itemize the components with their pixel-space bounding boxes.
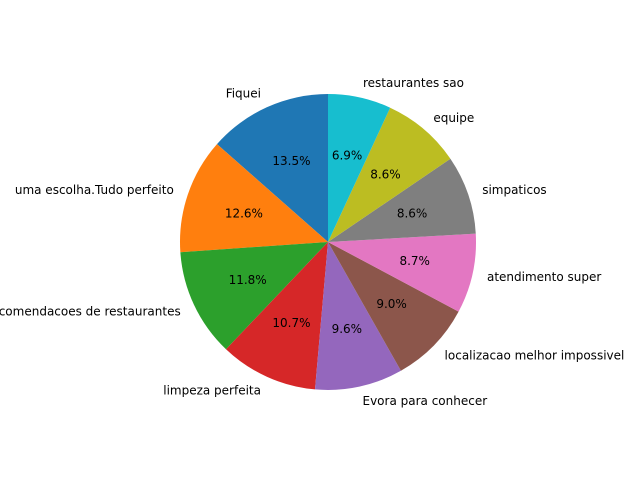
pie-category-label: equipe xyxy=(433,111,474,125)
pie-slice-10 xyxy=(328,94,391,242)
pie-category-label: localizacao melhor impossivel xyxy=(445,349,625,363)
pie-category-label: restaurantes sao xyxy=(363,76,464,90)
pie-pct-label: 6.9% xyxy=(332,148,363,162)
pie-pct-label: 11.8% xyxy=(229,273,267,287)
pie-pct-label: 8.7% xyxy=(399,254,430,268)
pie-slice-3 xyxy=(180,242,328,350)
pie-pct-label: 12.6% xyxy=(225,207,263,221)
pie-category-label: Fiquei xyxy=(226,87,261,101)
pie-pct-label: 8.6% xyxy=(397,207,428,221)
pie-pct-label: 8.6% xyxy=(370,167,401,181)
pie-labels: 13.5% Fiquei 12.6% uma escolha.Tudo perfeit… xyxy=(0,76,624,408)
pie-category-label: uma escolha.Tudo perfeito xyxy=(15,183,174,197)
pie-category-label: atendimento super xyxy=(487,270,601,284)
pie-slice-2 xyxy=(180,144,328,253)
pie-slice-6 xyxy=(328,242,459,371)
pie-pct-label: 9.6% xyxy=(332,322,363,336)
pie-pct-label: 9.0% xyxy=(376,297,407,311)
pie-category-label: simpaticos xyxy=(482,183,546,197)
pie-pct-label: 10.7% xyxy=(272,316,310,330)
pie-slice-4 xyxy=(226,242,328,390)
pie-slice-9 xyxy=(328,107,451,242)
pie-slice-7 xyxy=(328,233,476,312)
pie-category-label: Evora para conhecer xyxy=(363,394,488,408)
pie-category-label: recomendacoes de restaurantes xyxy=(0,304,181,318)
pie-slice-1 xyxy=(216,94,328,242)
pie-pct-label: 13.5% xyxy=(272,154,310,168)
pie-slice-5 xyxy=(314,242,401,390)
pie-category-label: limpeza perfeita xyxy=(163,383,261,397)
pie-slice-8 xyxy=(328,158,476,242)
pie-slices xyxy=(180,94,476,390)
